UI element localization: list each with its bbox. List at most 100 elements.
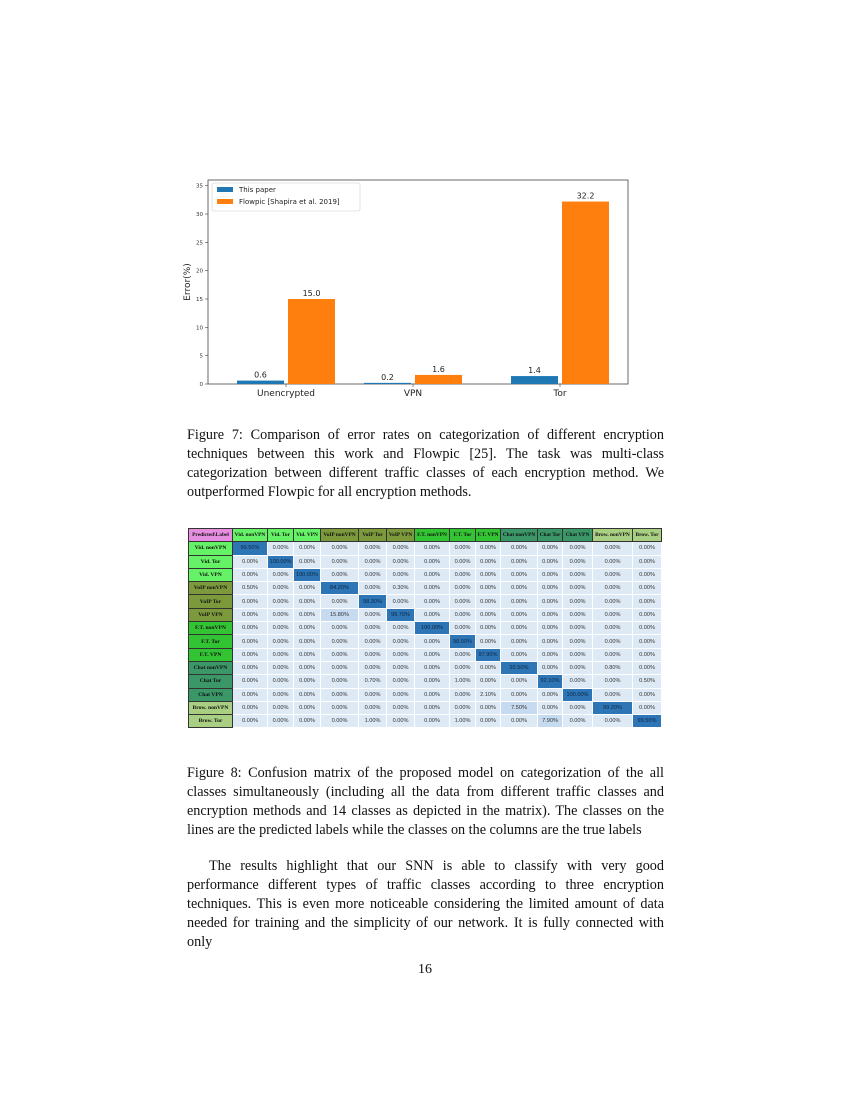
matrix-cell: 0.00% (358, 581, 387, 596)
y-tick-label: 15 (196, 297, 203, 303)
matrix-cell: 84.20% (320, 581, 359, 596)
matrix-cell: 0.00% (414, 594, 450, 609)
matrix-cell: 0.00% (414, 607, 450, 623)
matrix-row-label: Chat nonVPN (188, 660, 233, 676)
confusion-matrix: Predicted\Label Vid. nonVPN Vid. Tor Vid. V… (188, 527, 662, 729)
matrix-cell: 0.00% (562, 567, 593, 583)
matrix-cell: 0.00% (537, 581, 563, 596)
matrix-row: F.T. nonVPN 0.00% 0.00% 0.00% 0.00% 0.00% 0.00… (188, 621, 662, 636)
matrix-cell: 0.00% (293, 581, 321, 596)
matrix-cell: 0.00% (475, 581, 501, 596)
legend-swatch (217, 199, 233, 204)
matrix-cell: 0.00% (232, 714, 268, 729)
matrix-cell: 0.00% (386, 621, 415, 636)
matrix-column-header: Brow. Tor (632, 527, 662, 543)
bar-this-paper-vpn (364, 382, 411, 384)
matrix-cell: 0.00% (537, 687, 563, 702)
matrix-row-label: Vid. VPN (188, 567, 233, 583)
matrix-cell: 0.00% (386, 660, 415, 676)
matrix-column-header: F.T. nonVPN (414, 527, 450, 543)
matrix-cell: 0.00% (414, 674, 450, 689)
matrix-cell: 97.90% (475, 647, 501, 662)
matrix-cell: 0.00% (537, 634, 563, 649)
matrix-cell: 0.00% (293, 700, 321, 716)
data-label: 0.6 (254, 371, 267, 380)
bar-flowpic-vpn (415, 374, 462, 384)
matrix-cell: 0.00% (293, 594, 321, 609)
matrix-cell: 0.00% (320, 700, 359, 716)
matrix-cell: 0.00% (267, 541, 294, 556)
matrix-row: F.T. Tor 0.00% 0.00% 0.00% 0.00% 0.00% 0.00% 0.… (188, 634, 662, 649)
matrix-cell: 0.00% (449, 554, 476, 569)
matrix-cell: 0.00% (632, 634, 662, 649)
matrix-cell: 0.00% (293, 714, 321, 729)
matrix-column-header: Vid. Tor (267, 527, 294, 543)
matrix-cell: 0.00% (475, 621, 501, 636)
matrix-cell: 0.00% (267, 660, 294, 676)
matrix-column-header: Chat VPN (562, 527, 593, 543)
matrix-cell: 0.00% (386, 567, 415, 583)
plot-area (207, 179, 629, 385)
matrix-cell: 0.00% (293, 621, 321, 636)
error-rate-bar-chart: 0 5 10 15 20 25 30 35 Error(%) Unencrypted 0.6 15.0… (183, 179, 629, 399)
matrix-cell: 0.00% (386, 594, 415, 609)
matrix-cell: 15.80% (320, 607, 359, 623)
matrix-cell: 0.00% (632, 607, 662, 623)
matrix-cell: 0.00% (267, 647, 294, 662)
matrix-cell: 0.00% (414, 660, 450, 676)
matrix-cell: 0.00% (414, 700, 450, 716)
page-number: 16 (418, 962, 432, 977)
matrix-row-label: VoIP VPN (188, 607, 233, 623)
matrix-cell: 99.70% (386, 607, 415, 623)
matrix-column-header: Vid. VPN (293, 527, 321, 543)
matrix-row: Vid. VPN 0.00% 0.00% 100.00% 0.00% 0.00% 0.00%… (188, 567, 662, 583)
matrix-cell: 0.00% (267, 581, 294, 596)
matrix-cell: 0.00% (232, 674, 268, 689)
matrix-cell: 0.00% (232, 621, 268, 636)
matrix-cell: 0.00% (632, 700, 662, 716)
matrix-cell: 0.00% (537, 567, 563, 583)
matrix-cell: 0.00% (449, 687, 476, 702)
matrix-row: Vid. nonVPN 99.50% 0.00% 0.00% 0.00% 0.00% 0.0… (188, 541, 662, 556)
matrix-cell: 0.00% (358, 554, 387, 569)
matrix-cell: 0.00% (592, 621, 633, 636)
matrix-cell: 0.00% (592, 541, 633, 556)
matrix-cell: 0.00% (293, 674, 321, 689)
matrix-cell: 0.00% (449, 700, 476, 716)
matrix-cell: 0.00% (475, 567, 501, 583)
x-tick-label: VPN (404, 389, 422, 399)
matrix-cell: 0.00% (414, 581, 450, 596)
matrix-column-header: Brow. nonVPN (592, 527, 633, 543)
y-tick-label: 5 (200, 354, 204, 360)
figure-7-caption-text: Figure 7: Comparison of error rates on c… (187, 427, 664, 500)
matrix-cell: 0.00% (414, 554, 450, 569)
matrix-cell: 0.00% (267, 714, 294, 729)
bar-flowpic-tor (562, 201, 609, 384)
matrix-cell: 0.00% (386, 554, 415, 569)
data-label: 32.2 (577, 192, 595, 201)
matrix-cell: 0.00% (293, 687, 321, 702)
y-tick-label: 20 (196, 269, 203, 275)
matrix-cell: 100.00% (293, 567, 321, 583)
y-tick-label: 30 (196, 212, 203, 218)
matrix-cell: 0.00% (475, 700, 501, 716)
matrix-cell: 0.00% (232, 567, 268, 583)
matrix-cell: 0.00% (267, 700, 294, 716)
matrix-cell: 2.10% (475, 687, 501, 702)
matrix-cell: 0.00% (320, 687, 359, 702)
matrix-cell: 0.00% (320, 634, 359, 649)
matrix-cell: 0.00% (562, 607, 593, 623)
matrix-cell: 92.50% (500, 660, 538, 676)
y-axis-label: Error(%) (183, 263, 193, 301)
matrix-cell: 98.30% (358, 594, 387, 609)
matrix-cell: 0.00% (293, 660, 321, 676)
bar-flowpic-unencrypted (288, 299, 335, 384)
y-tick-label: 25 (196, 240, 203, 246)
matrix-cell: 99.50% (632, 714, 662, 729)
matrix-row: Brow. nonVPN 0.00% 0.00% 0.00% 0.00% 0.00% 0.0… (188, 700, 662, 716)
legend-box (211, 182, 361, 212)
matrix-cell: 0.00% (267, 621, 294, 636)
matrix-column-header: F.T. Tor (449, 527, 476, 543)
matrix-row-label: F.T. nonVPN (188, 621, 233, 636)
matrix-cell: 0.00% (386, 674, 415, 689)
